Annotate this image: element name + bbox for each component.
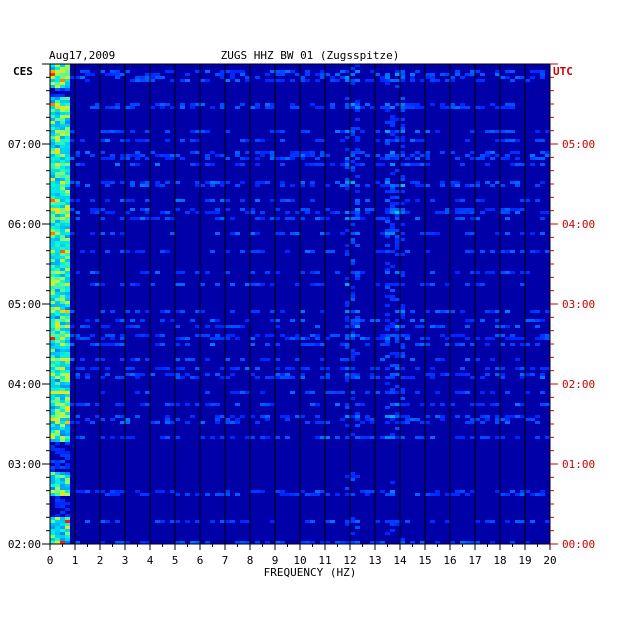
x-axis-title: FREQUENCY (HZ) [264, 566, 357, 579]
x-tick-label: 7 [222, 554, 229, 567]
x-tick-label: 11 [318, 554, 331, 567]
x-tick-label: 4 [147, 554, 154, 567]
y-tick-label-left: 03:00 [8, 458, 41, 471]
frequency-grid-lines [49, 63, 551, 545]
utc-label: UTC [553, 65, 573, 78]
y-tick-label-right: 02:00 [562, 378, 595, 391]
ces-label: CES [13, 65, 33, 78]
x-tick-label: 5 [172, 554, 179, 567]
x-tick-label: 15 [418, 554, 431, 567]
y-tick-label-left: 02:00 [8, 538, 41, 551]
chart-title: ZUGS HHZ BW 01 (Zugsspitze) [221, 49, 400, 62]
date-label: Aug17,2009 [49, 49, 115, 62]
x-tick-label: 17 [468, 554, 481, 567]
x-tick-label: 0 [47, 554, 54, 567]
x-tick-label: 10 [293, 554, 306, 567]
y-tick-label-right: 03:00 [562, 298, 595, 311]
x-tick-label: 18 [493, 554, 506, 567]
x-tick-label: 6 [197, 554, 204, 567]
y-tick-label-right: 01:00 [562, 458, 595, 471]
x-tick-label: 2 [97, 554, 104, 567]
y-tick-label-left: 04:00 [8, 378, 41, 391]
x-tick-label: 9 [272, 554, 279, 567]
y-tick-label-left: 07:00 [8, 138, 41, 151]
x-tick-label: 19 [518, 554, 531, 567]
x-tick-label: 14 [393, 554, 407, 567]
y-tick-label-right: 00:00 [562, 538, 595, 551]
y-tick-label-right: 05:00 [562, 138, 595, 151]
x-tick-label: 13 [368, 554, 381, 567]
y-tick-label-right: 04:00 [562, 218, 595, 231]
x-tick-label: 1 [72, 554, 79, 567]
y-tick-label-left: 06:00 [8, 218, 41, 231]
y-tick-label-left: 05:00 [8, 298, 41, 311]
axis-ticks [42, 63, 558, 550]
x-tick-label: 16 [443, 554, 456, 567]
x-tick-label: 3 [122, 554, 129, 567]
x-tick-label: 20 [543, 554, 556, 567]
x-tick-label: 12 [343, 554, 356, 567]
x-tick-label: 8 [247, 554, 254, 567]
